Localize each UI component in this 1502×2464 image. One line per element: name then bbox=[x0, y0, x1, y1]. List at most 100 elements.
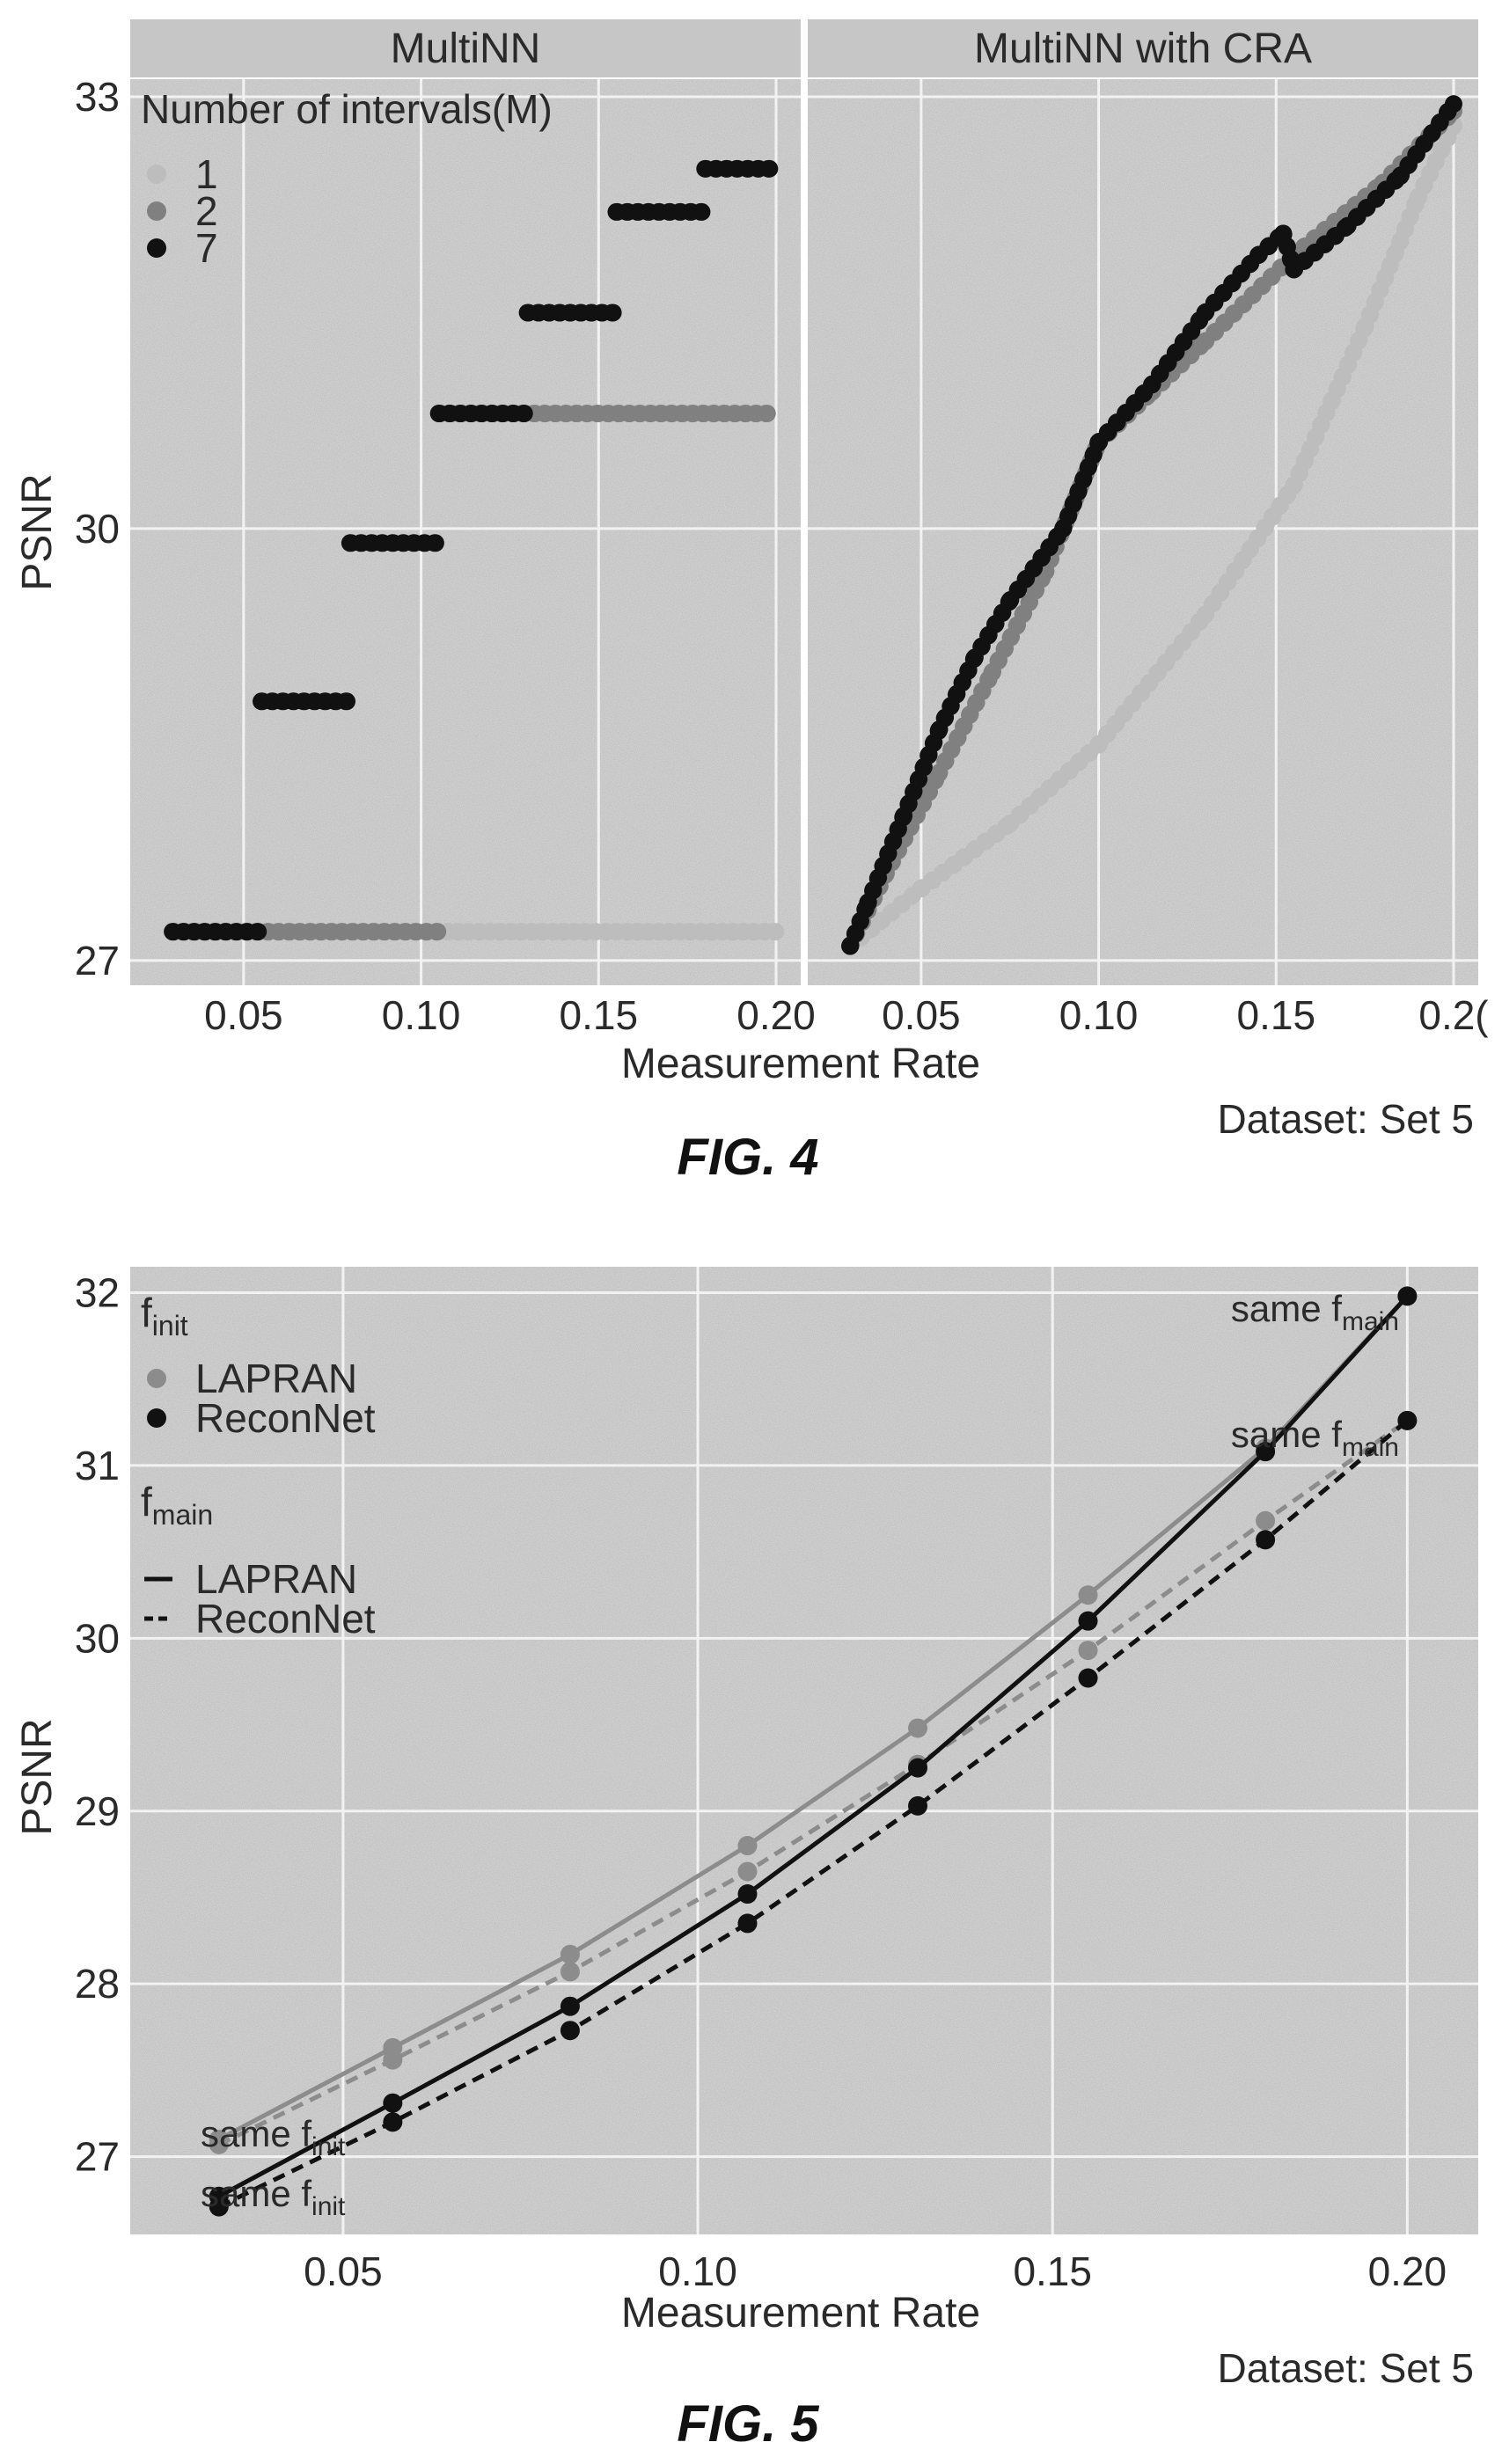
fig5-legend-label-init-reconnet: ReconNet bbox=[195, 1395, 376, 1441]
fig4-series-7-point bbox=[965, 649, 984, 668]
fig5-x-tick-label: 0.05 bbox=[304, 2248, 383, 2294]
fig5-x-tick-label: 0.10 bbox=[658, 2248, 737, 2294]
fig4-series-2-point bbox=[1196, 333, 1214, 351]
fig5-chart: 27 28 29 30 31 32 0.05 0.10 0.15 0.20 Measuremen… bbox=[14, 1267, 1478, 2453]
fig4-series-7-point bbox=[1143, 376, 1161, 394]
fig5-series-point-3 bbox=[560, 2021, 580, 2041]
fig4-series-7-point bbox=[894, 808, 912, 826]
fig5-y-tick-label: 29 bbox=[75, 1788, 120, 1834]
fig4-legend-key-1 bbox=[147, 165, 166, 184]
fig5-series-point-0 bbox=[560, 1944, 580, 1964]
fig5-series-point-3 bbox=[383, 2112, 403, 2132]
fig5-legend-title-init: finit bbox=[141, 1290, 188, 1342]
fig4-series-7-curve bbox=[1285, 217, 1356, 279]
fig5-series-point-0 bbox=[737, 1836, 758, 1856]
fig4-series-1-point bbox=[1196, 606, 1214, 625]
fig5-annotation-same-fmain-bottom: same fmain bbox=[1231, 1414, 1399, 1462]
fig5-annotation-same-finit-top: same finit bbox=[201, 2113, 346, 2161]
fig4-series-7-point bbox=[841, 937, 860, 955]
fig4-legend-label-3: 7 bbox=[195, 225, 218, 271]
fig4-series-7-curve bbox=[965, 591, 1019, 668]
fig4-series-7-curve bbox=[1337, 167, 1410, 236]
fig5-series-point-2 bbox=[560, 1996, 580, 2016]
fig5-series-point-2 bbox=[383, 2093, 403, 2113]
fig4-series-1-curve bbox=[1196, 476, 1303, 625]
fig4-series-7-point bbox=[1445, 95, 1462, 113]
fig4-x-axis-label: Measurement Rate bbox=[621, 1041, 980, 1087]
fig5-y-tick-label: 31 bbox=[75, 1443, 120, 1488]
fig5-legend-label-main-lapran: LAPRAN bbox=[195, 1556, 357, 1602]
fig4-y-tick-label: 33 bbox=[75, 74, 120, 120]
fig5-series-point-1 bbox=[1078, 1641, 1098, 1661]
fig4-right-x-tick-label: 0.2( bbox=[1418, 992, 1489, 1038]
fig5-y-tick-label: 28 bbox=[75, 1961, 120, 2007]
fig5-legend-key-init-reconnet bbox=[147, 1408, 166, 1428]
fig4-legend: Number of intervals(M) 1 2 7 bbox=[141, 86, 553, 271]
fig4-legend-key-2 bbox=[147, 201, 166, 221]
fig5-series-point-2 bbox=[737, 1884, 758, 1905]
fig4-series-7-point bbox=[1196, 303, 1214, 322]
fig4-series-1-point bbox=[1409, 188, 1427, 207]
fig5-series-line-3 bbox=[217, 1418, 1409, 2209]
fig4-right-strip-label: MultiNN with CRA bbox=[974, 26, 1312, 72]
fig4-series-2-curve bbox=[930, 663, 1001, 783]
fig5-x-axis-label: Measurement Rate bbox=[621, 2290, 980, 2336]
fig5-series-line-2 bbox=[217, 1294, 1410, 2198]
fig4-series-7-curve bbox=[1391, 95, 1462, 185]
fig5-series-point-2 bbox=[1397, 1286, 1418, 1306]
fig5-x-tick-label: 0.20 bbox=[1368, 2248, 1447, 2294]
fig5-series-point-0 bbox=[1078, 1585, 1098, 1605]
fig4-x-tick-labels: 0.05 0.10 0.15 0.20 0.05 0.10 0.15 0.2( bbox=[204, 992, 1489, 1038]
fig4-series-7-point bbox=[1391, 167, 1410, 185]
fig5-series-point-2 bbox=[1078, 1611, 1098, 1631]
fig4-caption: FIG. 4 bbox=[677, 1129, 818, 1186]
fig5-legend-title-main: fmain bbox=[141, 1479, 213, 1531]
fig4-legend-label-1: 1 bbox=[195, 151, 218, 197]
fig4-series-7-point bbox=[1249, 246, 1268, 264]
fig4-series-7-curve bbox=[1196, 246, 1268, 322]
fig4-chart: MultiNN MultiNN with CRA 27 30 33 0.05 0.10… bbox=[14, 19, 1489, 1186]
fig5-series-point-2 bbox=[908, 1758, 928, 1778]
fig4-series-7-point bbox=[859, 894, 877, 912]
fig4-series-7-curve bbox=[1143, 303, 1214, 394]
fig5-y-axis-label: PSNR bbox=[14, 1718, 61, 1835]
fig4-left-x-tick-label: 0.10 bbox=[382, 992, 461, 1038]
fig4-series-7-point bbox=[1285, 260, 1303, 279]
fig4-series-2-curve bbox=[983, 563, 1055, 682]
fig5-series-point-3 bbox=[1256, 1530, 1276, 1550]
fig4-y-tick-label: 30 bbox=[75, 506, 120, 552]
fig5-legend-key-init-lapran bbox=[147, 1369, 166, 1388]
fig5-series-point-1 bbox=[209, 2134, 229, 2154]
fig5-y-tick-label: 32 bbox=[75, 1269, 120, 1315]
fig4-series-7-point bbox=[930, 721, 949, 739]
fig5-dataset-note: Dataset: Set 5 bbox=[1218, 2345, 1475, 2391]
fig5-series-point-3 bbox=[737, 1913, 758, 1934]
fig5-x-tick-label: 0.15 bbox=[1013, 2248, 1092, 2294]
fig4-left-strip-label: MultiNN bbox=[391, 26, 541, 72]
fig5-series-point-1 bbox=[560, 1962, 580, 1982]
fig5-y-tick-label: 27 bbox=[75, 2134, 120, 2180]
fig4-series-7-curve bbox=[859, 808, 912, 912]
fig5-legend: finit LAPRAN ReconNet fmain LAPRAN Recon… bbox=[141, 1290, 376, 1641]
fig4-series-1-point bbox=[1285, 476, 1303, 494]
fig4-series-7-curve bbox=[1054, 433, 1108, 537]
fig4-series-7-curve bbox=[1000, 519, 1073, 610]
fig5-legend-label-main-reconnet: ReconNet bbox=[195, 1596, 376, 1641]
fig4-series-1-curve bbox=[912, 815, 1019, 897]
fig4-y-axis-label: PSNR bbox=[14, 473, 61, 590]
fig4-series-7-curve bbox=[1089, 376, 1161, 451]
fig4-series-7-point bbox=[1000, 591, 1019, 610]
fig4-right-marks bbox=[841, 95, 1462, 955]
fig5-series-point-1 bbox=[383, 2050, 403, 2070]
fig5-series-point-3 bbox=[908, 1795, 928, 1816]
fig4-left-strip bbox=[130, 19, 801, 77]
fig4-y-tick-label: 27 bbox=[75, 938, 120, 983]
fig4-series-1-curve bbox=[1285, 318, 1374, 494]
fig4-right-strip bbox=[808, 19, 1478, 77]
fig4-right-x-tick-label: 0.05 bbox=[882, 992, 961, 1038]
fig4-series-1-curve bbox=[1089, 606, 1214, 754]
fig4-series-2-point bbox=[983, 663, 1001, 682]
fig4-right-x-tick-label: 0.15 bbox=[1237, 992, 1316, 1038]
fig4-series-1-curve bbox=[1409, 116, 1462, 207]
